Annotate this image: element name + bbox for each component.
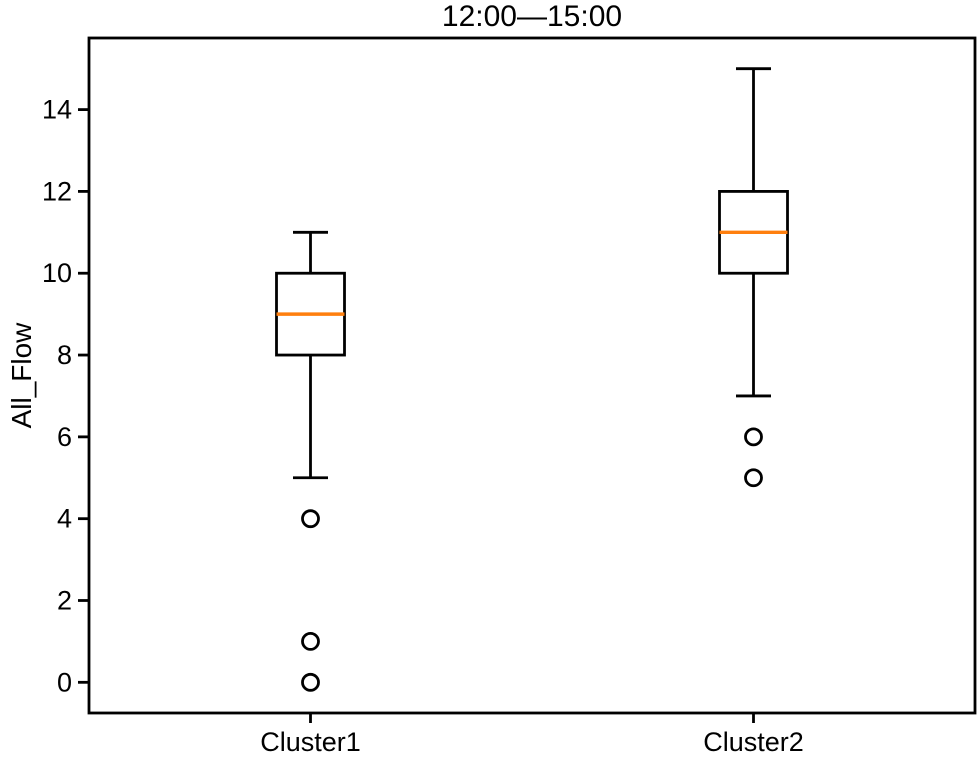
box-group — [718, 67, 789, 488]
x-category-label: Cluster2 — [703, 727, 804, 757]
y-axis-ticks: 0 2 4 6 8 10 12 14 — [42, 95, 89, 697]
y-tick-label: 4 — [57, 504, 72, 534]
y-tick-label: 8 — [57, 340, 72, 370]
y-tick-label: 10 — [42, 258, 72, 288]
y-tick-label: 0 — [57, 667, 72, 697]
y-tick-label: 14 — [42, 95, 72, 125]
outlier-point — [301, 509, 320, 529]
outlier-point — [744, 468, 763, 488]
y-tick-label: 12 — [42, 176, 72, 206]
outlier-point — [301, 632, 320, 651]
box-series — [275, 67, 789, 692]
x-axis-ticks: Cluster1 Cluster2 — [260, 713, 804, 757]
y-axis-label: All_Flow — [6, 322, 37, 429]
outlier-point — [301, 672, 320, 692]
chart-title: 12:00—15:00 — [442, 0, 622, 33]
outlier-point — [744, 427, 763, 447]
x-category-label: Cluster1 — [260, 727, 361, 757]
y-tick-label: 6 — [57, 422, 72, 452]
plot-frame — [87, 36, 977, 715]
box-group — [275, 230, 346, 692]
y-tick-label: 2 — [57, 586, 72, 616]
